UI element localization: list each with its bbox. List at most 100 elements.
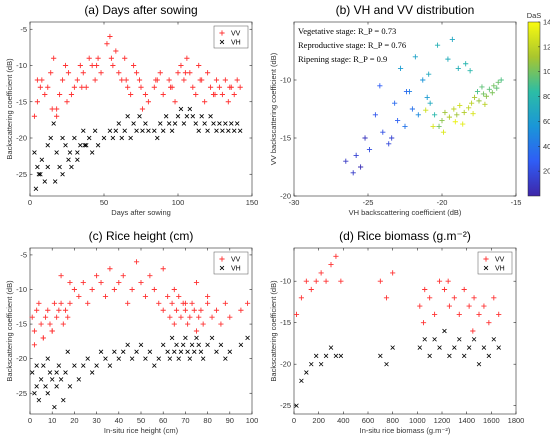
data-point bbox=[219, 91, 225, 98]
data-point bbox=[75, 157, 80, 162]
data-point bbox=[184, 55, 190, 61]
data-point bbox=[234, 77, 240, 83]
y-tick-label: -20 bbox=[16, 354, 27, 363]
data-point bbox=[309, 361, 314, 367]
data-point bbox=[350, 170, 356, 176]
x-tick-label: -30 bbox=[289, 198, 300, 207]
y-tick-label: -20 bbox=[280, 192, 291, 201]
y-tick-label: -5 bbox=[20, 25, 27, 34]
data-point bbox=[61, 397, 66, 403]
data-point bbox=[237, 84, 243, 90]
data-point bbox=[457, 102, 463, 109]
y-tick-label: -20 bbox=[280, 360, 291, 369]
data-point bbox=[57, 91, 63, 98]
data-point bbox=[89, 62, 95, 69]
data-point bbox=[107, 266, 113, 272]
data-point bbox=[110, 62, 116, 69]
data-point bbox=[39, 157, 45, 162]
data-point bbox=[107, 33, 113, 40]
data-point bbox=[225, 99, 231, 105]
data-point bbox=[205, 342, 210, 348]
data-point bbox=[491, 295, 497, 301]
data-point bbox=[32, 391, 37, 396]
data-point bbox=[125, 114, 130, 119]
data-point bbox=[42, 179, 48, 184]
data-point bbox=[89, 286, 95, 293]
stage-annotation: Reproductive stage: R_P = 0.76 bbox=[298, 40, 406, 50]
data-point bbox=[226, 128, 231, 133]
data-point bbox=[338, 353, 344, 359]
data-point bbox=[214, 128, 219, 133]
data-point bbox=[175, 70, 181, 76]
data-point bbox=[54, 150, 59, 155]
data-point bbox=[196, 314, 202, 320]
data-point bbox=[194, 335, 199, 341]
data-point bbox=[452, 119, 458, 125]
data-point bbox=[120, 273, 126, 279]
data-point bbox=[222, 77, 228, 83]
data-point bbox=[134, 128, 139, 133]
data-point bbox=[34, 363, 39, 368]
data-point bbox=[60, 135, 65, 141]
data-point bbox=[197, 77, 203, 83]
data-point bbox=[67, 150, 73, 155]
data-point bbox=[303, 278, 309, 284]
data-point bbox=[49, 328, 55, 334]
data-point bbox=[313, 278, 319, 284]
data-point bbox=[45, 84, 51, 90]
data-point bbox=[72, 135, 77, 141]
data-point bbox=[205, 293, 211, 300]
series-points-0 bbox=[343, 36, 504, 176]
data-point bbox=[110, 135, 116, 141]
data-point bbox=[36, 172, 42, 177]
y-tick-label: -10 bbox=[280, 76, 291, 85]
data-point bbox=[38, 377, 44, 382]
data-point bbox=[142, 293, 149, 300]
data-point bbox=[486, 320, 492, 326]
data-point bbox=[160, 91, 166, 98]
data-point bbox=[57, 164, 62, 170]
data-point bbox=[54, 106, 60, 112]
chart-title: (d) Rice biomass (g.m⁻²) bbox=[339, 229, 471, 243]
data-point bbox=[353, 152, 359, 158]
data-point bbox=[56, 307, 62, 313]
data-point bbox=[52, 404, 57, 410]
data-point bbox=[129, 356, 135, 361]
y-tick-label: -15 bbox=[16, 97, 27, 106]
data-point bbox=[60, 321, 66, 327]
data-point bbox=[147, 349, 153, 354]
data-point bbox=[138, 279, 144, 286]
data-point bbox=[113, 48, 119, 54]
data-point bbox=[82, 143, 87, 148]
data-point bbox=[412, 54, 418, 60]
data-point bbox=[133, 259, 140, 265]
data-point bbox=[198, 307, 204, 313]
data-point bbox=[51, 121, 56, 126]
data-point bbox=[422, 337, 427, 342]
data-point bbox=[138, 342, 144, 348]
data-point bbox=[471, 94, 478, 100]
data-point bbox=[38, 321, 44, 327]
data-point bbox=[71, 286, 77, 293]
x-tick-label: 0 bbox=[28, 416, 32, 425]
data-point bbox=[137, 114, 142, 119]
x-tick-label: 20 bbox=[70, 416, 78, 425]
data-point bbox=[147, 273, 153, 279]
data-point bbox=[222, 300, 228, 306]
data-point bbox=[131, 62, 137, 69]
data-point bbox=[95, 55, 101, 61]
data-point bbox=[49, 106, 55, 112]
data-point bbox=[71, 84, 77, 90]
data-point bbox=[187, 106, 193, 112]
data-point bbox=[294, 403, 299, 408]
data-point bbox=[495, 79, 501, 85]
data-point bbox=[244, 300, 251, 306]
data-point bbox=[471, 337, 477, 342]
data-point bbox=[45, 307, 51, 313]
data-point bbox=[32, 150, 37, 155]
data-point bbox=[169, 128, 175, 133]
data-point bbox=[202, 121, 207, 126]
chart-title: (a) Days after sowing bbox=[84, 3, 197, 17]
data-point bbox=[54, 113, 60, 119]
data-point bbox=[205, 70, 211, 76]
